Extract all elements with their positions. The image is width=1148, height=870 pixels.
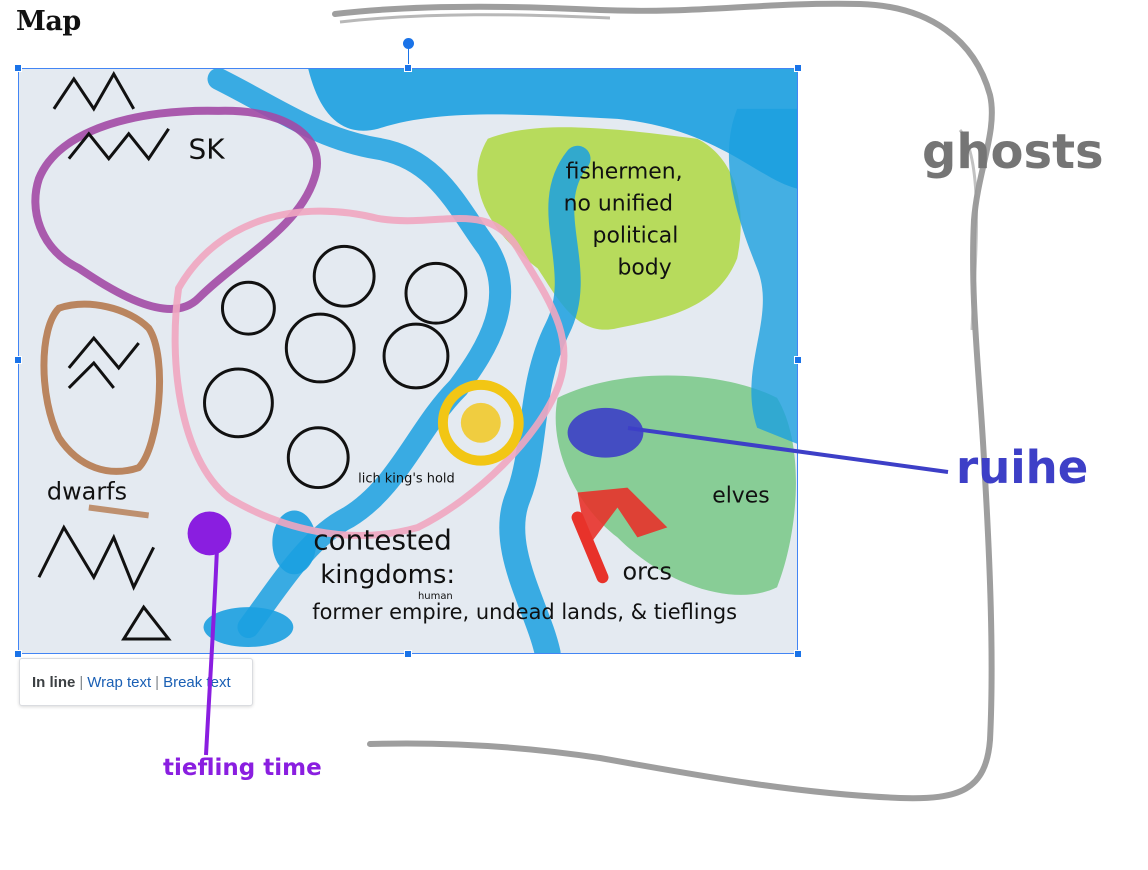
map-label-contested: contested: [313, 523, 452, 556]
map-image[interactable]: SK dwarfs fishermen, no unified politica…: [18, 68, 798, 654]
image-wrap-toolbar: In line | Wrap text | Break text: [19, 658, 253, 706]
resize-handle-top-left-icon[interactable]: [14, 64, 22, 72]
toolbar-separator: |: [155, 673, 160, 691]
map-label-human: human: [418, 591, 453, 602]
map-label-former-empire: former empire, undead lands, & tieflings: [312, 600, 737, 624]
resize-handle-bottom-left-icon[interactable]: [14, 650, 22, 658]
annotation-ruihe: ruihe: [956, 441, 1089, 494]
resize-handle-bottom-icon[interactable]: [404, 650, 412, 658]
map-label-elves: elves: [712, 484, 769, 509]
rotate-stem: [408, 49, 409, 68]
map-label-kingdoms: kingdoms:: [320, 560, 455, 590]
resize-handle-top-icon[interactable]: [404, 64, 412, 72]
rotate-handle-icon[interactable]: [403, 38, 414, 49]
resize-handle-right-icon[interactable]: [794, 356, 802, 364]
map-label-dwarfs: dwarfs: [47, 478, 127, 506]
map-label-political: political: [593, 223, 679, 248]
map-label-no-unified: no unified: [564, 192, 673, 217]
in-line-option[interactable]: In line: [32, 673, 76, 691]
map-label-orcs: orcs: [622, 557, 672, 585]
map-label-fishermen: fishermen,: [566, 160, 683, 185]
toolbar-separator: |: [79, 673, 84, 691]
map-label-body: body: [617, 255, 671, 280]
annotation-tiefling-time: tiefling time: [163, 755, 322, 781]
resize-handle-left-icon[interactable]: [14, 356, 22, 364]
break-text-option[interactable]: Break text: [163, 673, 231, 691]
wrap-text-option[interactable]: Wrap text: [87, 673, 152, 691]
map-drawing: SK dwarfs fishermen, no unified politica…: [19, 69, 797, 653]
annotation-ghosts: ghosts: [922, 124, 1104, 180]
map-label-lich-kings-hold: lich king's hold: [358, 472, 455, 487]
resize-handle-bottom-right-icon[interactable]: [794, 650, 802, 658]
map-label-sk: SK: [189, 133, 226, 166]
document-heading: Map: [16, 6, 81, 37]
resize-handle-top-right-icon[interactable]: [794, 64, 802, 72]
